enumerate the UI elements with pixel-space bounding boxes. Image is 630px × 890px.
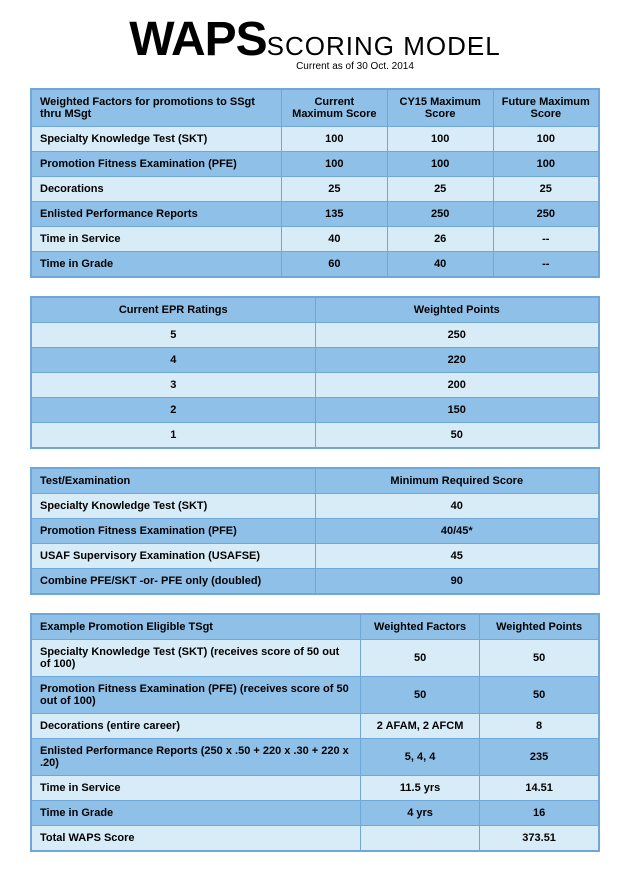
t2-r2c1: 200 [315,373,599,398]
t4-r0c2: 50 [480,640,599,677]
t1-r3c3: 250 [493,202,599,227]
t1-r2c1: 25 [281,177,387,202]
t1-r4c1: 40 [281,227,387,252]
t1-r3c2: 250 [387,202,493,227]
t1-r5c1: 60 [281,252,387,278]
t4-h1: Weighted Factors [360,614,479,640]
t3-r1c1: 40/45* [315,519,599,544]
title-block: WAPSSCORING MODEL Current as of 30 Oct. … [30,12,600,72]
t4-r6c0: Total WAPS Score [31,826,360,852]
t2-r3c1: 150 [315,398,599,423]
table-test-examination: Test/Examination Minimum Required Score … [30,467,600,595]
t1-r0c0: Specialty Knowledge Test (SKT) [31,127,281,152]
t4-r6c1 [360,826,479,852]
t1-r5c2: 40 [387,252,493,278]
t4-r5c0: Time in Grade [31,801,360,826]
t1-r0c1: 100 [281,127,387,152]
t4-r1c2: 50 [480,677,599,714]
t1-h1: Current Maximum Score [281,89,387,127]
t4-r4c0: Time in Service [31,776,360,801]
t1-r4c2: 26 [387,227,493,252]
t2-r1c1: 220 [315,348,599,373]
t3-r3c0: Combine PFE/SKT -or- PFE only (doubled) [31,569,315,595]
t4-r6c2: 373.51 [480,826,599,852]
t3-r0c1: 40 [315,494,599,519]
t4-r2c0: Decorations (entire career) [31,714,360,739]
t4-r1c0: Promotion Fitness Examination (PFE) (rec… [31,677,360,714]
t4-h0: Example Promotion Eligible TSgt [31,614,360,640]
t1-r4c0: Time in Service [31,227,281,252]
t4-r2c1: 2 AFAM, 2 AFCM [360,714,479,739]
t1-r1c2: 100 [387,152,493,177]
t4-r5c1: 4 yrs [360,801,479,826]
t4-r3c2: 235 [480,739,599,776]
t1-r2c2: 25 [387,177,493,202]
t3-r2c1: 45 [315,544,599,569]
t4-r5c2: 16 [480,801,599,826]
table-example-tsgt: Example Promotion Eligible TSgt Weighted… [30,613,600,852]
t1-h3: Future Maximum Score [493,89,599,127]
t1-r2c3: 25 [493,177,599,202]
t4-r3c0: Enlisted Performance Reports (250 x .50 … [31,739,360,776]
t1-r1c1: 100 [281,152,387,177]
t1-r1c3: 100 [493,152,599,177]
t4-r1c1: 50 [360,677,479,714]
t2-r4c1: 50 [315,423,599,449]
t2-r4c0: 1 [31,423,315,449]
t4-r3c1: 5, 4, 4 [360,739,479,776]
t3-r2c0: USAF Supervisory Examination (USAFSE) [31,544,315,569]
t4-r0c1: 50 [360,640,479,677]
title-waps: WAPS [129,13,266,66]
t1-h0: Weighted Factors for promotions to SSgt … [31,89,281,127]
t2-r0c1: 250 [315,323,599,348]
t2-r1c0: 4 [31,348,315,373]
t4-h2: Weighted Points [480,614,599,640]
t3-r1c0: Promotion Fitness Examination (PFE) [31,519,315,544]
t2-r0c0: 5 [31,323,315,348]
t1-r4c3: -- [493,227,599,252]
t1-r0c3: 100 [493,127,599,152]
t2-r2c0: 3 [31,373,315,398]
t2-h1: Weighted Points [315,297,599,323]
table-weighted-factors: Weighted Factors for promotions to SSgt … [30,88,600,278]
t1-r2c0: Decorations [31,177,281,202]
t1-r3c1: 135 [281,202,387,227]
t2-r3c0: 2 [31,398,315,423]
t1-r0c2: 100 [387,127,493,152]
t4-r2c2: 8 [480,714,599,739]
t1-r5c0: Time in Grade [31,252,281,278]
t1-r1c0: Promotion Fitness Examination (PFE) [31,152,281,177]
t2-h0: Current EPR Ratings [31,297,315,323]
t1-r5c3: -- [493,252,599,278]
table-epr-ratings: Current EPR Ratings Weighted Points 5250… [30,296,600,449]
t3-r3c1: 90 [315,569,599,595]
t4-r0c0: Specialty Knowledge Test (SKT) (receives… [31,640,360,677]
title-scoring: SCORING MODEL [267,31,501,61]
t1-h2: CY15 Maximum Score [387,89,493,127]
t1-r3c0: Enlisted Performance Reports [31,202,281,227]
t3-h1: Minimum Required Score [315,468,599,494]
t3-r0c0: Specialty Knowledge Test (SKT) [31,494,315,519]
t4-r4c2: 14.51 [480,776,599,801]
t4-r4c1: 11.5 yrs [360,776,479,801]
t3-h0: Test/Examination [31,468,315,494]
